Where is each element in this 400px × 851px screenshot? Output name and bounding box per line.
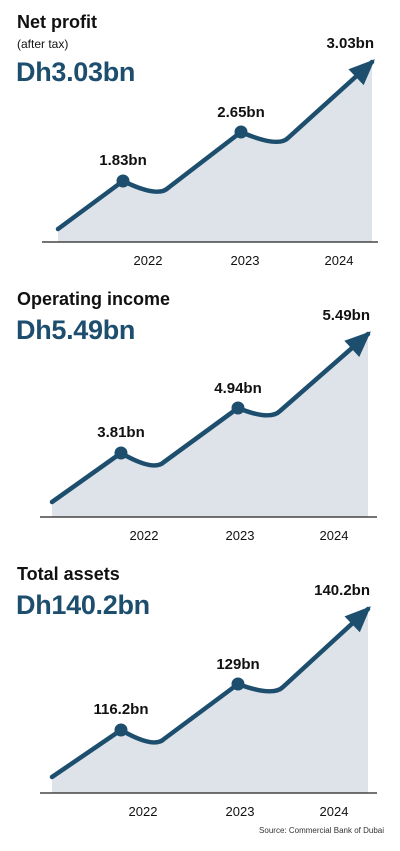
chart-title: Net profit xyxy=(17,12,97,32)
data-point xyxy=(231,677,245,691)
headline-value: Dh3.03bn xyxy=(16,57,136,87)
chart-panel-total-assets: Total assets Dh140.2bn 116.2bn 129bn 140.2… xyxy=(0,553,400,823)
data-label: 3.81bn xyxy=(97,424,145,441)
x-tick-label: 2024 xyxy=(320,528,349,543)
chart-panel-operating-income: Operating income Dh5.49bn 3.81bn 4.94bn 5.… xyxy=(0,278,400,548)
source-note: Source: Commercial Bank of Dubai xyxy=(259,826,384,835)
series-line xyxy=(49,331,371,505)
headline-value: Dh5.49bn xyxy=(16,315,136,345)
arrow-head xyxy=(344,331,371,357)
data-label: 140.2bn xyxy=(314,582,370,599)
x-tick-label: 2022 xyxy=(130,528,159,543)
arrow-head xyxy=(348,59,375,86)
data-point xyxy=(114,723,128,737)
operating-income-chart: 3.81bn 4.94bn 5.49bn 2022 2023 2024 xyxy=(40,307,377,543)
data-point xyxy=(234,125,248,139)
x-tick-label: 2023 xyxy=(226,528,255,543)
x-tick-label: 2022 xyxy=(129,804,158,819)
data-label: 3.03bn xyxy=(326,35,374,52)
data-label: 2.65bn xyxy=(217,104,265,121)
area-fill xyxy=(52,334,368,517)
series-line xyxy=(55,59,375,232)
data-label: 5.49bn xyxy=(322,307,370,324)
data-point xyxy=(114,446,128,460)
chart-subtitle: (after tax) xyxy=(17,37,69,51)
data-label: 4.94bn xyxy=(214,380,262,397)
series-line xyxy=(49,606,371,780)
headline-value: Dh140.2bn xyxy=(16,590,150,620)
x-tick-label: 2023 xyxy=(226,804,255,819)
area-fill xyxy=(52,609,368,793)
data-label: 1.83bn xyxy=(99,152,147,169)
x-tick-label: 2022 xyxy=(134,253,163,268)
data-label: 129bn xyxy=(216,656,259,673)
data-point xyxy=(116,174,130,188)
chart-title: Operating income xyxy=(17,289,171,309)
total-assets-chart: 116.2bn 129bn 140.2bn 2022 2023 2024 xyxy=(40,582,377,819)
chart-title: Total assets xyxy=(17,564,120,584)
data-point xyxy=(231,401,245,415)
x-tick-label: 2024 xyxy=(320,804,349,819)
arrow-head xyxy=(344,606,371,633)
net-profit-chart: 1.83bn 2.65bn 3.03bn 2022 2023 2024 xyxy=(42,35,378,268)
chart-panel-net-profit: Net profit (after tax) Dh3.03bn 1.83bn 2.… xyxy=(0,0,400,275)
x-tick-label: 2024 xyxy=(325,253,354,268)
data-label: 116.2bn xyxy=(93,701,148,718)
x-tick-label: 2023 xyxy=(231,253,260,268)
